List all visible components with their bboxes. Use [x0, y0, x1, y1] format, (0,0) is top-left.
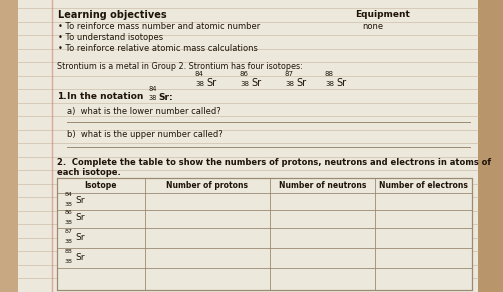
- Text: 38: 38: [65, 259, 73, 264]
- Bar: [478, 0, 503, 292]
- Text: 1.: 1.: [57, 92, 66, 101]
- Text: Learning objectives: Learning objectives: [58, 10, 166, 20]
- Text: 84: 84: [149, 86, 157, 92]
- Text: 38: 38: [285, 81, 294, 87]
- Text: • To reinforce mass number and atomic number: • To reinforce mass number and atomic nu…: [58, 22, 260, 31]
- Text: In the notation: In the notation: [67, 92, 143, 101]
- Text: 87: 87: [285, 71, 294, 77]
- Text: 86: 86: [65, 210, 73, 215]
- Text: Sr: Sr: [336, 78, 346, 88]
- Text: Number of electrons: Number of electrons: [379, 181, 468, 190]
- Text: none: none: [362, 22, 383, 31]
- Text: Sr: Sr: [75, 213, 85, 223]
- Text: Sr:: Sr:: [158, 93, 173, 102]
- Text: Sr: Sr: [251, 78, 261, 88]
- Text: a)  what is the lower number called?: a) what is the lower number called?: [67, 107, 221, 116]
- Text: Strontium is a metal in Group 2. Strontium has four isotopes:: Strontium is a metal in Group 2. Stronti…: [57, 62, 303, 71]
- Text: 84: 84: [195, 71, 204, 77]
- Text: 38: 38: [240, 81, 249, 87]
- Text: 88: 88: [325, 71, 334, 77]
- Text: Sr: Sr: [296, 78, 306, 88]
- Text: 88: 88: [65, 249, 73, 254]
- Text: 38: 38: [65, 220, 73, 225]
- Text: Sr: Sr: [75, 196, 85, 205]
- Text: Number of neutrons: Number of neutrons: [279, 181, 366, 190]
- Text: 86: 86: [240, 71, 249, 77]
- Text: Isotope: Isotope: [85, 181, 117, 190]
- Text: • To understand isotopes: • To understand isotopes: [58, 33, 163, 42]
- Text: 38: 38: [325, 81, 334, 87]
- Text: 84: 84: [65, 192, 73, 197]
- Text: 38: 38: [65, 239, 73, 244]
- Text: b)  what is the upper number called?: b) what is the upper number called?: [67, 130, 223, 139]
- Text: Equipment: Equipment: [355, 10, 410, 19]
- Text: 38: 38: [195, 81, 204, 87]
- Text: 38: 38: [149, 95, 157, 101]
- Text: • To reinforce relative atomic mass calculations: • To reinforce relative atomic mass calc…: [58, 44, 258, 53]
- Text: Number of protons: Number of protons: [166, 181, 248, 190]
- Text: 87: 87: [65, 229, 73, 234]
- Text: Sr: Sr: [75, 253, 85, 262]
- Bar: [57, 178, 472, 290]
- Text: 38: 38: [65, 202, 73, 208]
- Text: Sr: Sr: [75, 232, 85, 241]
- Text: 2.  Complete the table to show the numbers of protons, neutrons and electrons in: 2. Complete the table to show the number…: [57, 158, 491, 178]
- Text: Sr: Sr: [206, 78, 216, 88]
